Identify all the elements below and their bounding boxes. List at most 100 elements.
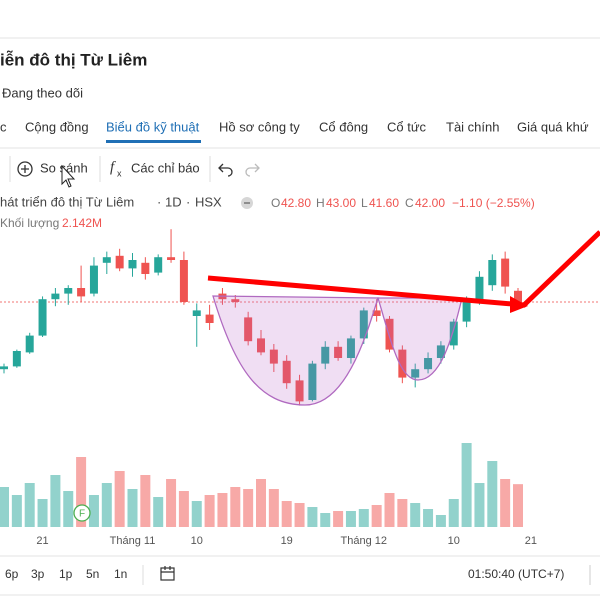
handle-shape	[377, 297, 463, 381]
volume-bar	[178, 491, 189, 527]
candle-body	[295, 380, 304, 402]
x-tick-label: 10	[191, 535, 203, 547]
plot-area: 21 Tháng 11 10 19 Tháng 12 10 21	[0, 229, 600, 547]
undo-icon[interactable]	[218, 163, 233, 177]
volume-bar	[50, 475, 61, 527]
x-tick-label: 10	[448, 535, 460, 547]
date-range-icon[interactable]	[160, 567, 175, 581]
x-tick-label: Tháng 12	[341, 535, 387, 547]
candle-body	[77, 288, 86, 297]
chart-legend: hát triển đô thị Từ Liêm · 1D · HSX O 42…	[0, 194, 535, 230]
volume-bar	[513, 484, 523, 527]
volume-title: Khối lượng	[0, 216, 59, 230]
range-button[interactable]: 5n	[86, 567, 99, 581]
volume-bar	[191, 501, 202, 527]
tab[interactable]: Cổ đông	[319, 119, 368, 134]
candle-body	[154, 257, 163, 273]
ohlc-key: H	[316, 196, 325, 210]
mouse-cursor	[61, 164, 76, 188]
exchange: HSX	[195, 194, 222, 209]
clock: 01:50:40 (UTC+7)	[468, 567, 564, 581]
tab-underline	[106, 140, 201, 143]
volume-bar	[243, 489, 254, 527]
candle-body	[411, 369, 420, 378]
ohlc-value: 43.00	[326, 196, 356, 210]
candle-body	[64, 288, 73, 294]
candle-body	[12, 351, 21, 367]
volume-bar	[423, 509, 434, 527]
ohlc-value: 42.00	[415, 196, 445, 210]
candle-body	[308, 363, 317, 400]
candle-body	[334, 346, 343, 358]
volume-bar	[320, 513, 331, 527]
volume-bar	[294, 503, 305, 527]
candle-body	[141, 262, 150, 274]
candle-body	[321, 346, 330, 364]
compare-icon[interactable]	[17, 161, 33, 177]
candle-body	[436, 345, 445, 358]
tab[interactable]: c	[0, 119, 7, 134]
x-tick-label: 19	[281, 535, 293, 547]
candle-body	[192, 310, 201, 316]
indicator-icon[interactable]: f	[110, 159, 116, 175]
candle-body	[205, 314, 214, 323]
volume-bar	[0, 487, 9, 527]
tab-active[interactable]: Biểu đồ kỹ thuật	[106, 119, 200, 134]
candle-body	[102, 257, 111, 263]
range-button[interactable]: 1n	[114, 567, 127, 581]
range-button[interactable]: 3p	[31, 567, 45, 581]
follow-status[interactable]: Đang theo dõi	[2, 85, 83, 100]
redo-icon[interactable]	[245, 163, 260, 177]
volume-bar	[76, 457, 87, 527]
tab[interactable]: Giá quá khứ	[517, 119, 589, 134]
candle-body	[25, 335, 34, 353]
range-button[interactable]: 6p	[5, 567, 19, 581]
candle-body	[269, 349, 278, 364]
arrow-head	[510, 296, 528, 313]
volume-bar	[204, 495, 215, 527]
volume-bar	[268, 489, 279, 527]
candle-body	[424, 358, 433, 370]
candle-body	[449, 321, 458, 346]
candle-body	[231, 299, 240, 302]
symbol-name: hát triển đô thị Từ Liêm	[0, 194, 134, 209]
candle-body	[462, 299, 471, 322]
tab[interactable]: Cổ tức	[387, 119, 427, 134]
range-button[interactable]: 1p	[59, 567, 73, 581]
ohlc-key: L	[361, 196, 368, 210]
volume-bar	[230, 487, 241, 527]
candle-body	[0, 366, 8, 370]
candle-body	[514, 290, 522, 302]
volume-bar	[410, 503, 421, 527]
tab[interactable]: Cộng đồng	[25, 119, 89, 134]
ohlc-value: 41.60	[369, 196, 399, 210]
candle-body	[398, 349, 407, 378]
volume-bar	[101, 483, 112, 527]
candle-body	[346, 338, 355, 358]
candle-body	[38, 299, 47, 336]
interval: 1D	[165, 194, 182, 209]
volume-bar	[166, 479, 177, 527]
x-tick-label: 21	[36, 535, 48, 547]
ohlc-key: O	[271, 196, 280, 210]
ohlc-value: 42.80	[281, 196, 311, 210]
pattern-annotation	[207, 230, 600, 406]
candle-body	[179, 260, 188, 302]
volume-bar	[345, 511, 356, 527]
volume-bar	[307, 507, 318, 527]
indicators-button[interactable]: Các chỉ báo	[131, 160, 200, 175]
volume-bar	[140, 475, 151, 527]
candle-body	[244, 317, 253, 342]
volume-bar	[500, 479, 511, 527]
candle-body	[167, 257, 176, 260]
volume-bar	[24, 483, 35, 527]
volume-bar	[281, 501, 292, 527]
candle-body	[89, 265, 98, 294]
event-marker[interactable]	[73, 504, 91, 522]
volume-bar	[217, 493, 228, 527]
tab[interactable]: Hồ sơ công ty	[219, 119, 300, 134]
volume-bar	[63, 491, 74, 527]
tab[interactable]: Tài chính	[446, 119, 499, 134]
x-tick-label: Tháng 11	[110, 535, 156, 547]
candle-body	[359, 310, 368, 339]
